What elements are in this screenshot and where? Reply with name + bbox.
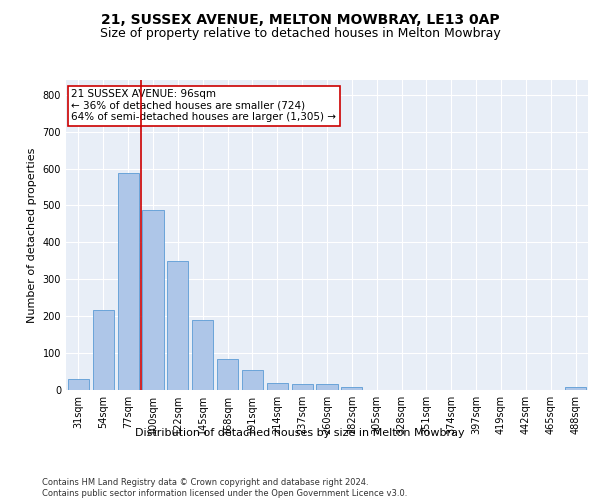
Bar <box>565 387 586 390</box>
Bar <box>267 382 288 390</box>
Bar <box>142 210 164 390</box>
Bar <box>68 379 89 390</box>
Bar <box>167 261 188 390</box>
Text: Size of property relative to detached houses in Melton Mowbray: Size of property relative to detached ho… <box>100 28 500 40</box>
Text: Distribution of detached houses by size in Melton Mowbray: Distribution of detached houses by size … <box>135 428 465 438</box>
Bar <box>341 387 362 390</box>
Bar <box>93 310 114 390</box>
Text: 21 SUSSEX AVENUE: 96sqm
← 36% of detached houses are smaller (724)
64% of semi-d: 21 SUSSEX AVENUE: 96sqm ← 36% of detache… <box>71 90 336 122</box>
Bar <box>118 173 139 390</box>
Text: Contains HM Land Registry data © Crown copyright and database right 2024.
Contai: Contains HM Land Registry data © Crown c… <box>42 478 407 498</box>
Bar <box>316 384 338 390</box>
Bar <box>292 384 313 390</box>
Bar <box>242 370 263 390</box>
Text: 21, SUSSEX AVENUE, MELTON MOWBRAY, LE13 0AP: 21, SUSSEX AVENUE, MELTON MOWBRAY, LE13 … <box>101 12 499 26</box>
Bar <box>217 358 238 390</box>
Y-axis label: Number of detached properties: Number of detached properties <box>27 148 37 322</box>
Bar <box>192 320 213 390</box>
